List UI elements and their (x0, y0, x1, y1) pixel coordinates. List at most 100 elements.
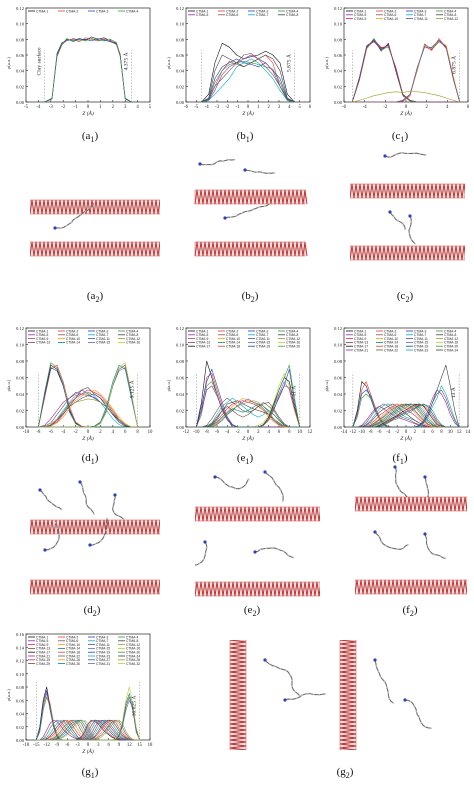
y-axis-label: ρ(a.u.) (6, 689, 11, 701)
y-tick-label: 0.12 (16, 659, 25, 664)
x-tick-label: -2 (225, 105, 230, 110)
series-line-ctma-8 (352, 41, 460, 103)
x-tick-label: -10 (193, 430, 200, 435)
y-tick-label: 0.04 (16, 712, 25, 717)
legend-label: CTMA-3 (96, 9, 108, 13)
caption-g2: (g2) (336, 766, 354, 781)
legend-label: CTMA-8 (286, 333, 298, 337)
clay-layer (350, 245, 465, 261)
legend-label: CTMA-20 (444, 345, 458, 349)
legend-label: CTMA-17 (36, 651, 50, 655)
y-tick-label: 0.06 (176, 376, 185, 381)
legend-label: CTMA-9 (36, 643, 48, 647)
y-axis-label: ρ(a.u.) (324, 57, 329, 69)
legend-label: CTMA-3 (414, 9, 426, 13)
legend-label: CTMA-2 (384, 329, 396, 333)
legend-label: CTMA-4 (126, 9, 138, 13)
legend-label: CTMA-20 (126, 651, 140, 655)
series-line-ctma-4 (352, 38, 460, 103)
x-tick-label: -4 (225, 430, 230, 435)
series-line-ctma-1 (201, 42, 295, 103)
clay-layer (194, 241, 308, 257)
legend-label: CTMA-17 (196, 345, 210, 349)
clay-layer (229, 640, 247, 750)
clay-layer (355, 579, 467, 595)
legend-label: CTMA-12 (444, 17, 458, 21)
legend-label: CTMA-11 (96, 643, 110, 647)
ctma-molecule (373, 530, 409, 550)
series-line-ctma-10 (352, 40, 460, 103)
legend-label: CTMA-7 (96, 333, 108, 337)
ctma-molecule (195, 540, 208, 566)
legend-label: CTMA-5 (196, 13, 208, 17)
interlayer-spacing-label: 9.125 Å (128, 380, 136, 398)
clay-layer (30, 519, 160, 535)
ctma-molecule (78, 480, 95, 515)
series-line-ctma-14 (196, 403, 300, 428)
x-tick-label: 12 (457, 430, 462, 435)
series-line-ctma-1 (352, 38, 460, 103)
clay-layer (350, 183, 465, 199)
x-tick-label: -12 (43, 743, 50, 748)
legend-label: CTMA-3 (256, 9, 268, 13)
ctma-molecule (388, 210, 406, 231)
series-line-ctma-3 (38, 367, 138, 428)
x-tick-label: -6 (342, 105, 347, 110)
legend-label: CTMA-5 (354, 333, 366, 337)
x-tick-label: -5 (24, 105, 29, 110)
x-tick-label: -5 (194, 105, 199, 110)
x-axis-label: Z (Å) (82, 434, 94, 442)
series-line-ctma-2 (44, 37, 132, 103)
series-line-ctma-11 (352, 39, 460, 103)
y-tick-label: 0.08 (16, 359, 25, 364)
y-tick-label: 0.06 (16, 376, 25, 381)
ctma-molecule (112, 493, 125, 521)
x-tick-label: 12 (308, 430, 313, 435)
series-line-ctma-6 (196, 397, 300, 428)
snapshot-b2 (190, 150, 310, 275)
interlayer-spacing-label: 5.875 Å (285, 54, 293, 72)
legend-label: CTMA-4 (126, 635, 138, 639)
legend-label: CTMA-1 (36, 635, 48, 639)
legend-label: CTMA-3 (96, 635, 108, 639)
y-tick-label: 0.10 (16, 343, 25, 348)
x-tick-label: 8 (136, 430, 139, 435)
legend-label: CTMA-24 (126, 654, 140, 658)
chart-e1: 0.00 0.02 0.04 0.06 0.08 0.10 0.12 -12 -10 -8 -6 -4… (164, 322, 314, 447)
legend-label: CTMA-19 (414, 345, 428, 349)
x-tick-label: 0 (405, 430, 408, 435)
y-tick-label: 0.04 (16, 392, 25, 397)
x-tick-label: 10 (297, 430, 302, 435)
chart-g1: 0.00 0.02 0.04 0.06 0.08 0.10 0.12 0.14 0.16 -18-… (4, 628, 154, 760)
legend-label: CTMA-13 (196, 341, 210, 345)
x-tick-label: -9 (55, 743, 60, 748)
legend-label: CTMA-7 (256, 13, 268, 17)
legend-label: CTMA-13 (354, 341, 368, 345)
y-tick-label: 0.08 (176, 359, 185, 364)
ctma-molecule (53, 202, 95, 230)
series-line-ctma-1 (196, 360, 300, 428)
interlayer-spacing-label: 4.375 Å (121, 52, 129, 70)
x-tick-label: -4 (363, 105, 368, 110)
legend-label: CTMA-7 (256, 333, 268, 337)
x-tick-label: -2 (74, 430, 79, 435)
series-line-ctma-3 (352, 389, 460, 428)
legend-label: CTMA-21 (354, 348, 368, 352)
snapshot-g2 (225, 640, 465, 750)
legend-label: CTMA-18 (384, 345, 398, 349)
y-tick-label: 0.08 (176, 37, 185, 42)
legend-label: CTMA-6 (384, 13, 396, 17)
y-tick-label: 0.10 (176, 343, 185, 348)
interlayer-spacing-label: 6.875 Å (450, 56, 458, 74)
x-tick-label: -10 (359, 430, 366, 435)
legend-label: CTMA-13 (36, 647, 50, 651)
series-line-ctma-4 (38, 362, 138, 428)
caption-e2: (e2) (243, 604, 261, 619)
legend-label: CTMA-9 (354, 17, 366, 21)
legend-label: CTMA-15 (96, 647, 110, 651)
x-tick-label: 2 (414, 430, 417, 435)
caption-f2: (f2) (402, 604, 418, 619)
y-tick-label: 0.00 (176, 425, 185, 430)
legend-label: CTMA-9 (36, 337, 48, 341)
y-tick-label: 0.12 (334, 326, 343, 331)
